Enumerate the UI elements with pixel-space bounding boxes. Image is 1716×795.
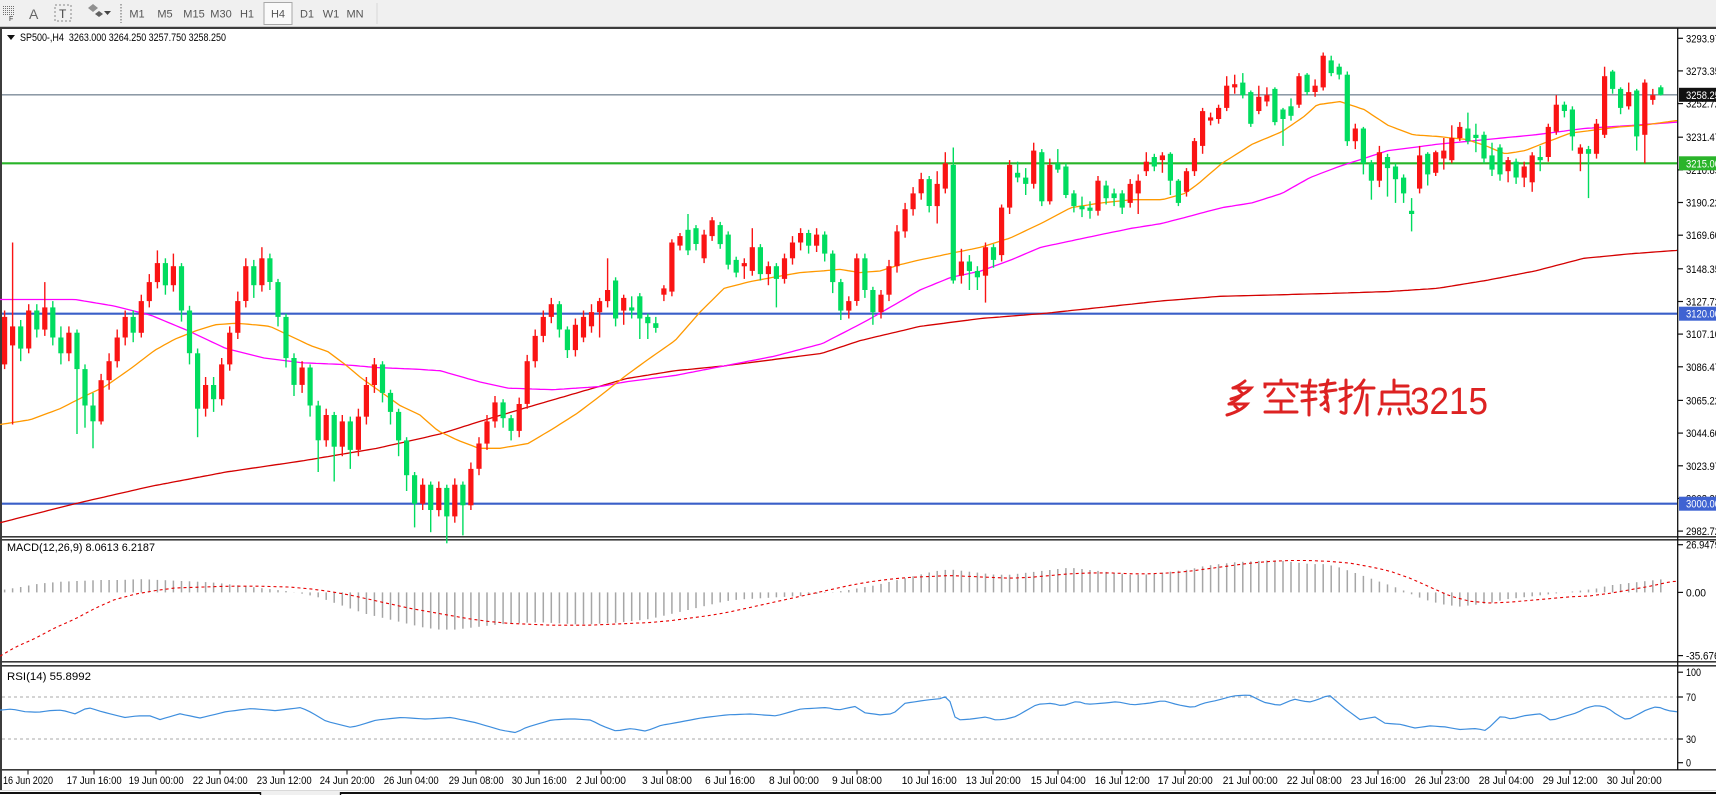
svg-text:M1: M1 <box>129 9 144 21</box>
svg-text:D1: D1 <box>300 9 314 21</box>
svg-text:30: 30 <box>1686 734 1696 746</box>
svg-text:3293.97: 3293.97 <box>1686 33 1716 45</box>
svg-text:3120.00: 3120.00 <box>1686 309 1716 321</box>
svg-text:2 Jul 00:00: 2 Jul 00:00 <box>576 775 626 787</box>
svg-text:100: 100 <box>1686 667 1701 679</box>
svg-text:3215: 3215 <box>1410 381 1488 423</box>
svg-text:19 Jun 00:00: 19 Jun 00:00 <box>129 775 184 787</box>
svg-text:15 Jul 04:00: 15 Jul 04:00 <box>1031 775 1086 787</box>
svg-text:3107.10: 3107.10 <box>1686 329 1716 341</box>
svg-text:23 Jun 12:00: 23 Jun 12:00 <box>257 775 312 787</box>
svg-text:6 Jul 16:00: 6 Jul 16:00 <box>705 775 755 787</box>
svg-text:13 Jul 20:00: 13 Jul 20:00 <box>966 775 1021 787</box>
svg-text:9 Jul 08:00: 9 Jul 08:00 <box>832 775 882 787</box>
svg-text:3127.72: 3127.72 <box>1686 297 1716 309</box>
svg-text:22 Jul 08:00: 22 Jul 08:00 <box>1287 775 1342 787</box>
svg-text:SP500-,H4 3263.000 3264.250 3: SP500-,H4 3263.000 3264.250 3257.750 325… <box>20 32 226 44</box>
svg-text:16 Jul 12:00: 16 Jul 12:00 <box>1095 775 1150 787</box>
svg-text:29 Jul 12:00: 29 Jul 12:00 <box>1543 775 1598 787</box>
svg-text:H4: H4 <box>271 9 285 21</box>
svg-text:10 Jul 16:00: 10 Jul 16:00 <box>902 775 957 787</box>
svg-text:3258.25: 3258.25 <box>1686 90 1716 102</box>
svg-text:MN: MN <box>346 9 363 21</box>
svg-text:29 Jun 08:00: 29 Jun 08:00 <box>449 775 504 787</box>
svg-text:M5: M5 <box>157 9 172 21</box>
svg-text:26 Jun 04:00: 26 Jun 04:00 <box>384 775 439 787</box>
svg-text:H1: H1 <box>240 9 254 21</box>
svg-text:3000.00: 3000.00 <box>1686 499 1716 511</box>
svg-text:3086.47: 3086.47 <box>1686 362 1716 374</box>
svg-text:8 Jul 00:00: 8 Jul 00:00 <box>769 775 819 787</box>
svg-text:3215.00: 3215.00 <box>1686 158 1716 170</box>
svg-text:28 Jul 04:00: 28 Jul 04:00 <box>1479 775 1534 787</box>
svg-text:17 Jul 20:00: 17 Jul 20:00 <box>1158 775 1213 787</box>
svg-text:F: F <box>9 16 13 23</box>
svg-text:3169.60: 3169.60 <box>1686 230 1716 242</box>
svg-text:70: 70 <box>1686 692 1696 704</box>
svg-text:17 Jun 16:00: 17 Jun 16:00 <box>67 775 122 787</box>
svg-text:3 Jul 08:00: 3 Jul 08:00 <box>642 775 692 787</box>
svg-text:24 Jun 20:00: 24 Jun 20:00 <box>320 775 375 787</box>
svg-text:T: T <box>59 7 67 21</box>
svg-text:23 Jul 16:00: 23 Jul 16:00 <box>1351 775 1406 787</box>
svg-text:3273.35: 3273.35 <box>1686 66 1716 78</box>
svg-text:30 Jul 20:00: 30 Jul 20:00 <box>1607 775 1662 787</box>
svg-text:3065.22: 3065.22 <box>1686 395 1716 407</box>
svg-text:0.00: 0.00 <box>1686 587 1706 599</box>
svg-text:26.9479: 26.9479 <box>1686 540 1716 552</box>
svg-text:A: A <box>29 6 39 22</box>
svg-text:3190.22: 3190.22 <box>1686 198 1716 210</box>
svg-text:-35.6763: -35.6763 <box>1686 651 1716 663</box>
svg-text:16 Jun 2020: 16 Jun 2020 <box>3 775 53 787</box>
svg-text:3231.47: 3231.47 <box>1686 132 1716 144</box>
svg-text:21 Jul 00:00: 21 Jul 00:00 <box>1223 775 1278 787</box>
svg-text:3044.60: 3044.60 <box>1686 428 1716 440</box>
svg-text:26 Jul 23:00: 26 Jul 23:00 <box>1415 775 1470 787</box>
svg-text:M15: M15 <box>183 9 204 21</box>
svg-text:3148.35: 3148.35 <box>1686 264 1716 276</box>
svg-text:W1: W1 <box>323 9 340 21</box>
svg-text:RSI(14) 55.8992: RSI(14) 55.8992 <box>7 671 91 683</box>
svg-text:30 Jun 16:00: 30 Jun 16:00 <box>512 775 567 787</box>
svg-text:22 Jun 04:00: 22 Jun 04:00 <box>193 775 248 787</box>
svg-text:MACD(12,26,9) 8.0613 6.2187: MACD(12,26,9) 8.0613 6.2187 <box>7 542 155 554</box>
svg-text:0: 0 <box>1686 758 1691 770</box>
svg-text:M30: M30 <box>210 9 231 21</box>
svg-text:3023.97: 3023.97 <box>1686 461 1716 473</box>
svg-text:2982.72: 2982.72 <box>1686 526 1716 538</box>
